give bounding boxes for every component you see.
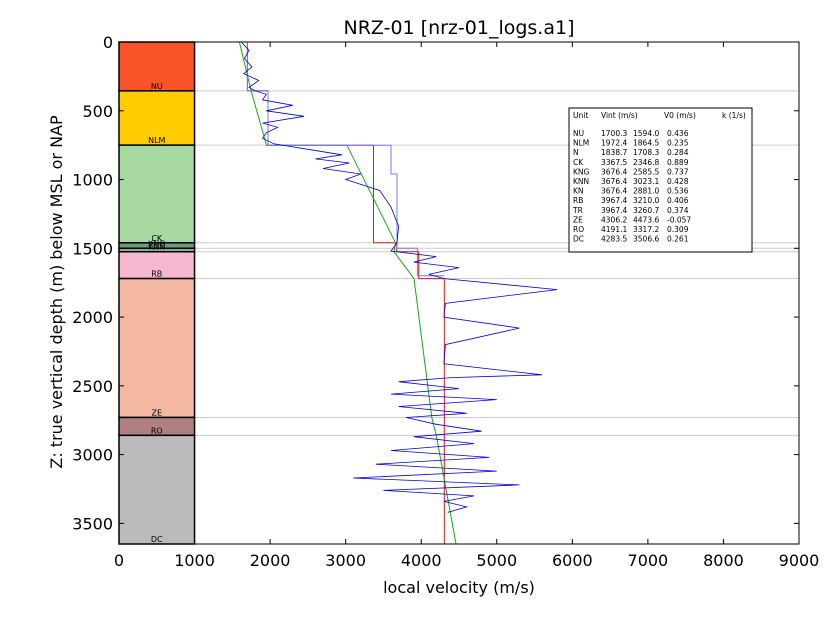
table-cell: 0.309 — [667, 225, 689, 234]
table-cell: KN — [573, 187, 584, 196]
table-cell: DC — [573, 235, 584, 244]
table-cell: 0.235 — [667, 139, 689, 148]
table-cell: N — [573, 148, 579, 157]
unit-label: CK — [151, 234, 163, 243]
y-tick-label: 1000 — [72, 171, 113, 190]
table-cell: 4306.2 — [601, 215, 627, 224]
table-cell: 3676.4 — [601, 187, 627, 196]
x-tick-label: 5000 — [476, 551, 517, 570]
unit-block — [118, 277, 196, 419]
table-cell: 0.428 — [667, 177, 689, 186]
series-line — [241, 41, 558, 513]
table-cell: 3367.5 — [601, 158, 627, 167]
table-cell: 0.737 — [667, 167, 689, 176]
table-cell: 0.374 — [667, 206, 689, 215]
chart-title: NRZ-01 [nrz-01_logs.a1] — [344, 17, 575, 39]
unit-label: KNG — [148, 239, 165, 248]
y-tick-label: 1500 — [72, 239, 113, 258]
x-tick-label: 4000 — [401, 551, 442, 570]
x-axis-label: local velocity (m/s) — [383, 578, 535, 597]
table-cell: 1708.3 — [633, 148, 659, 157]
unit-label: ZE — [152, 408, 163, 417]
unit-table: Unit Vint (m/s) V0 (m/s) k (1/s) NU 1700.3 159… — [568, 107, 753, 253]
table-cell: 3676.4 — [601, 177, 627, 186]
x-tick-label: 1000 — [174, 551, 215, 570]
table-cell: 0.436 — [667, 129, 689, 138]
table-cell: 0.889 — [667, 158, 689, 167]
table-cell: KNN — [573, 177, 589, 186]
table-cell: 2346.8 — [633, 158, 659, 167]
table-cell: RB — [573, 196, 583, 205]
table-cell: 1700.3 — [601, 129, 627, 138]
x-tick-label: 2000 — [250, 551, 291, 570]
table-cell: KNG — [573, 167, 590, 176]
y-axis-label: Z: true vertical depth (m) below MSL or … — [47, 115, 66, 469]
y-tick-label: 0 — [103, 33, 113, 52]
table-cell: 0.261 — [667, 235, 689, 244]
table-cell: 4191.1 — [601, 225, 627, 234]
table-cell: 1864.5 — [633, 139, 659, 148]
unit-label: DC — [151, 535, 163, 544]
unit-label: RO — [151, 426, 163, 435]
unit-boundary-lines — [119, 90, 799, 436]
x-tick-label: 3000 — [325, 551, 366, 570]
table-cell: 3506.6 — [633, 235, 659, 244]
unit-label: NU — [151, 82, 163, 91]
table-cell: 0.536 — [667, 187, 689, 196]
table-cell: NLM — [573, 139, 589, 148]
table-cell: 3676.4 — [601, 167, 627, 176]
table-cell: 1838.7 — [601, 148, 627, 157]
table-cell: 3317.2 — [633, 225, 659, 234]
table-cell: 3210.0 — [633, 196, 659, 205]
table-cell: 3967.4 — [601, 206, 627, 215]
table-cell: 3260.7 — [633, 206, 659, 215]
series-group — [238, 41, 558, 545]
series-line — [238, 41, 457, 545]
unit-block — [118, 434, 196, 545]
table-box — [568, 107, 753, 253]
table-cell: 4473.6 — [633, 215, 659, 224]
table-cell: 2585.5 — [633, 167, 659, 176]
series-line — [246, 42, 445, 544]
table-header-cell: k (1/s) — [722, 111, 746, 120]
x-tick-label: 0 — [114, 551, 124, 570]
table-cell: 3967.4 — [601, 196, 627, 205]
table-cell: ZE — [573, 215, 583, 224]
unit-label: NLM — [148, 136, 165, 145]
y-tick-label: 500 — [82, 102, 113, 121]
x-tick-label: 6000 — [552, 551, 593, 570]
table-cell: NU — [573, 129, 584, 138]
unit-label: KNN — [148, 243, 165, 252]
table-cell: 0.284 — [667, 148, 689, 157]
unit-label: RB — [151, 270, 162, 279]
x-tick-label: 9000 — [779, 551, 820, 570]
table-cell: CK — [573, 158, 584, 167]
x-tick-label: 8000 — [703, 551, 744, 570]
y-tick-label: 3000 — [72, 446, 113, 465]
table-cell: 3023.1 — [633, 177, 659, 186]
axis-ticks: 0 1000 2000 3000 4000 5000 6000 7000 8000 9000 0 50… — [72, 33, 819, 570]
table-cell: 0.406 — [667, 196, 689, 205]
table-cell: 4283.5 — [601, 235, 627, 244]
table-header-cell: Unit — [573, 111, 588, 120]
table-cell: RO — [573, 225, 584, 234]
plot-frame — [118, 41, 800, 545]
table-cell: TR — [572, 206, 583, 215]
table-header-cell: Vint (m/s) — [601, 111, 638, 120]
table-cell: 1594.0 — [633, 129, 659, 138]
y-tick-label: 2000 — [72, 308, 113, 327]
y-tick-label: 2500 — [72, 377, 113, 396]
unit-block — [118, 144, 196, 244]
table-cell: 2881.0 — [633, 187, 659, 196]
x-tick-label: 7000 — [628, 551, 669, 570]
table-header-cell: V0 (m/s) — [664, 111, 696, 120]
y-tick-label: 3500 — [72, 514, 113, 533]
series-line — [246, 42, 445, 277]
table-cell: -0.057 — [667, 215, 691, 224]
table-cell: 1972.4 — [601, 139, 627, 148]
